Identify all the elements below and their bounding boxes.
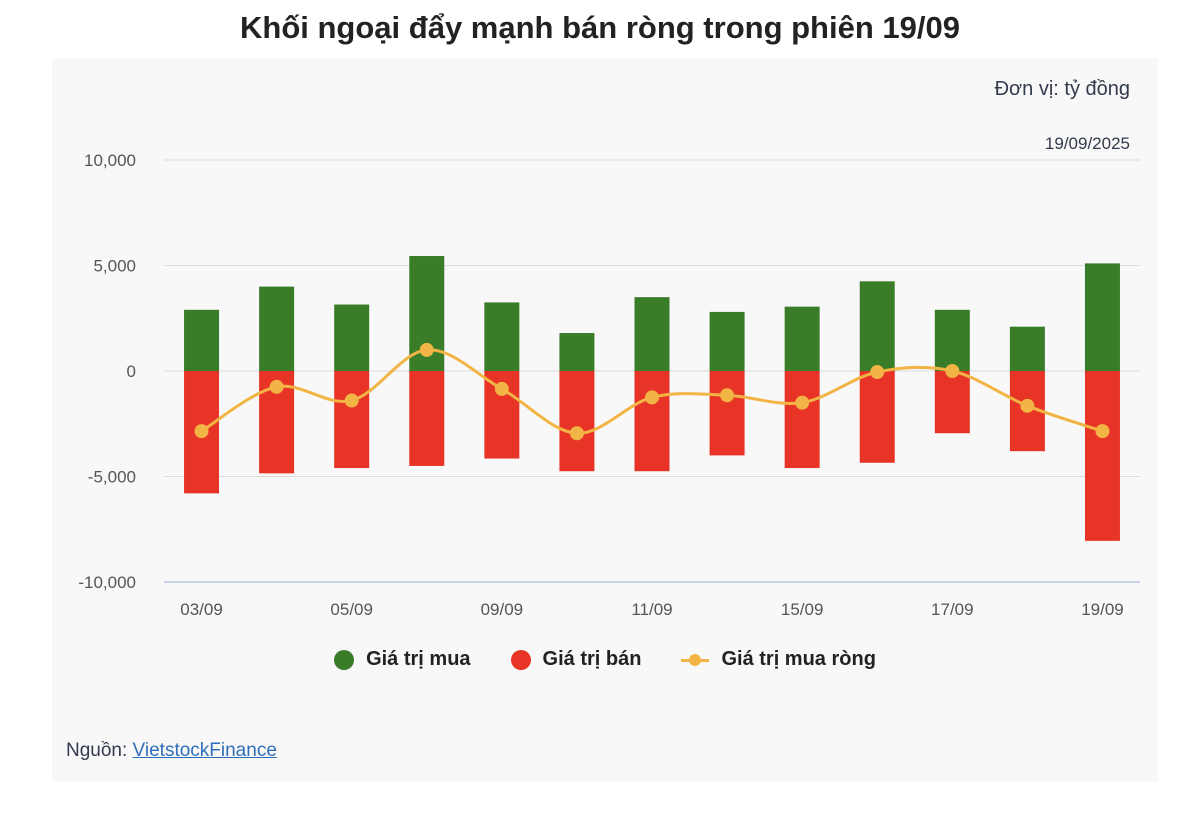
net-point [645, 390, 659, 405]
buy-bar [934, 309, 970, 371]
sell-bar [334, 371, 370, 469]
legend-buy-label: Giá trị mua [366, 648, 471, 670]
sell-bar [559, 371, 595, 472]
chart-legend: Giá trị mua Giá trị bán Giá trị mua ròng [52, 648, 1158, 671]
sell-bar [1084, 371, 1120, 541]
sell-bar [934, 371, 970, 434]
unit-label: Đơn vị: tỷ đồng [994, 78, 1130, 100]
x-tick-label: 03/09 [180, 600, 223, 619]
legend-item-sell[interactable]: Giá trị bán [510, 648, 642, 671]
buy-bar [859, 281, 895, 371]
sell-bar [784, 371, 820, 469]
source-credit: Nguồn: VietstockFinance [66, 740, 277, 762]
chart-title: Khối ngoại đẩy mạnh bán ròng trong phiên… [240, 10, 960, 45]
x-tick-label: 19/09 [1081, 600, 1124, 619]
sell-bar [409, 371, 445, 466]
x-tick-label: 09/09 [481, 600, 524, 619]
buy-bar [1084, 263, 1120, 371]
buy-bar [1009, 326, 1045, 371]
chart-plot: 10,000 5,000 0 -5,000 -10,000 03/09 05/09 09/09… [78, 151, 1140, 619]
date-label: 19/09/2025 [1044, 134, 1130, 153]
legend-sell-marker [510, 649, 531, 670]
chart-panel: Đơn vị: tỷ đồng 19/09/2025 10,000 5,000 0 -… [52, 58, 1158, 782]
y-tick-label: -5,000 [88, 468, 136, 487]
buy-bar [559, 333, 595, 371]
x-tick-label: 11/09 [631, 600, 672, 619]
legend-sell-label: Giá trị bán [542, 648, 642, 670]
legend-item-buy[interactable]: Giá trị mua [334, 648, 471, 671]
y-tick-label: -10,000 [78, 573, 136, 592]
x-tick-label: 05/09 [330, 600, 373, 619]
buy-bar [634, 297, 670, 371]
net-point [194, 424, 209, 439]
buy-bar [334, 304, 370, 371]
y-tick-label: 10,000 [84, 151, 136, 170]
x-tick-label: 15/09 [781, 600, 824, 619]
buy-bar [784, 306, 820, 371]
net-point [1020, 398, 1035, 413]
net-point [1095, 424, 1110, 439]
net-point [494, 381, 509, 396]
legend-net-label: Giá trị mua ròng [721, 648, 876, 670]
source-label: Nguồn: [66, 740, 133, 761]
net-point [419, 342, 434, 357]
source-link[interactable]: VietstockFinance [132, 740, 277, 761]
y-tick-label: 0 [127, 362, 136, 381]
buy-bar [484, 302, 520, 371]
net-point [569, 426, 584, 441]
net-point [344, 393, 359, 408]
buy-bar [259, 286, 295, 371]
buy-bar [184, 309, 220, 371]
sell-bar [709, 371, 745, 456]
x-tick-label: 17/09 [931, 600, 974, 619]
net-point [720, 388, 735, 403]
legend-net-marker [681, 650, 710, 670]
net-point [945, 364, 960, 378]
net-point [870, 365, 885, 380]
net-point [269, 379, 284, 394]
legend-item-net[interactable]: Giá trị mua ròng [681, 648, 876, 671]
sell-bar [859, 371, 895, 463]
buy-bar [709, 311, 745, 371]
net-point [795, 395, 810, 410]
y-tick-label: 5,000 [93, 257, 136, 276]
legend-buy-marker [334, 649, 355, 670]
sell-bar [634, 371, 670, 472]
